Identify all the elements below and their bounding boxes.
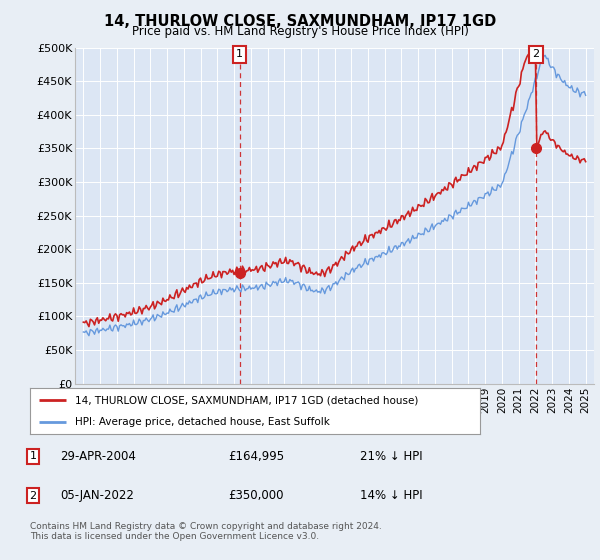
Text: 14, THURLOW CLOSE, SAXMUNDHAM, IP17 1GD: 14, THURLOW CLOSE, SAXMUNDHAM, IP17 1GD (104, 14, 496, 29)
Text: 14, THURLOW CLOSE, SAXMUNDHAM, IP17 1GD (detached house): 14, THURLOW CLOSE, SAXMUNDHAM, IP17 1GD … (75, 395, 418, 405)
Text: 05-JAN-2022: 05-JAN-2022 (60, 489, 134, 502)
Text: 14% ↓ HPI: 14% ↓ HPI (360, 489, 422, 502)
Text: 2: 2 (532, 49, 539, 59)
Text: £350,000: £350,000 (228, 489, 284, 502)
Text: 2: 2 (29, 491, 37, 501)
Text: £164,995: £164,995 (228, 450, 284, 463)
Text: Price paid vs. HM Land Registry's House Price Index (HPI): Price paid vs. HM Land Registry's House … (131, 25, 469, 38)
Text: 29-APR-2004: 29-APR-2004 (60, 450, 136, 463)
Text: 21% ↓ HPI: 21% ↓ HPI (360, 450, 422, 463)
Text: 1: 1 (29, 451, 37, 461)
Text: 1: 1 (236, 49, 243, 59)
Text: Contains HM Land Registry data © Crown copyright and database right 2024.
This d: Contains HM Land Registry data © Crown c… (30, 522, 382, 542)
Text: HPI: Average price, detached house, East Suffolk: HPI: Average price, detached house, East… (75, 417, 330, 427)
